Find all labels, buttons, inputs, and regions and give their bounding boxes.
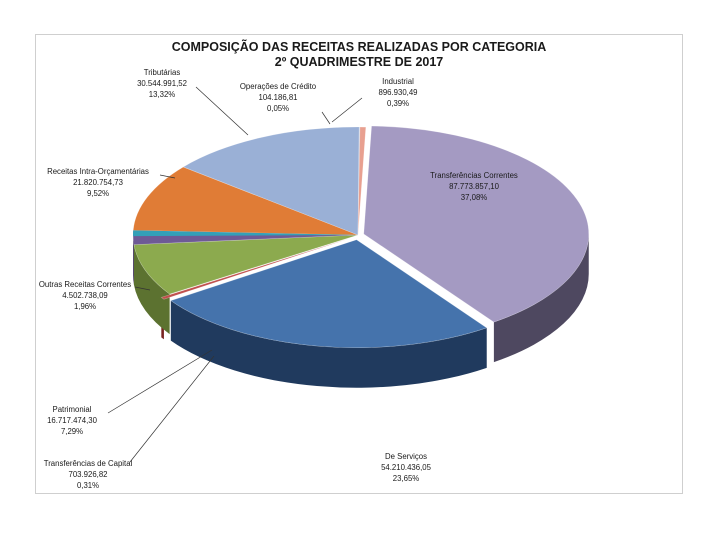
pie-slice-opera-es-de-cr-dito [357, 126, 361, 236]
data-label-opera-es-de-cr-dito-name: Operações de Crédito [240, 82, 317, 91]
chart-title-line2: 2º QUADRIMESTRE DE 2017 [274, 55, 444, 69]
data-label-industrial-name: Industrial [382, 77, 414, 86]
data-label-outras-receitas-correntes-value: 4.502.738,09 [62, 291, 108, 300]
pie-top-faces [132, 125, 590, 349]
data-label-outras-receitas-correntes-name: Outras Receitas Correntes [39, 280, 131, 289]
pie-slice-teal-accent [133, 230, 358, 237]
pie-labels: Transferências Correntes 87.773.857,10 37,… [39, 68, 518, 490]
data-label-opera-es-de-cr-dito-percent: 0,05% [267, 104, 289, 113]
pie-side-patrimonial [133, 244, 170, 335]
data-label-tribut-rias-name: Tributárias [144, 68, 181, 77]
leader-line-opera-es-de-cr-dito [321, 111, 331, 125]
pie-side-outras-receitas-correntes [133, 235, 134, 285]
leader-line-receitas-intra-or-ament-rias [159, 174, 176, 179]
data-label-transfer-ncias-correntes-value: 87.773.857,10 [449, 182, 500, 191]
data-label-industrial-value: 896.930,49 [378, 88, 417, 97]
data-label-de-servi-os-value: 54.210.436,05 [381, 463, 432, 472]
data-label-de-servi-os-percent: 23,65% [393, 474, 420, 483]
pie-side-walls [133, 233, 589, 388]
pie-slice-transfer-ncias-de-capital [160, 238, 350, 300]
leader-line-transfer-ncias-de-capital [129, 355, 215, 463]
data-label-transfer-ncias-correntes-name: Transferências Correntes [430, 171, 518, 180]
chart-title: COMPOSIÇÃO DAS RECEITAS REALIZADAS POR C… [36, 40, 682, 70]
pie-slice-de-servi-os [170, 239, 488, 349]
data-label-transfer-ncias-correntes-percent: 37,08% [461, 193, 488, 202]
leader-line-industrial [331, 97, 363, 123]
pie-slice-industrial [357, 126, 367, 236]
leader-line-outras-receitas-correntes [134, 286, 151, 291]
data-label-outras-receitas-correntes-percent: 1,96% [74, 302, 96, 311]
data-label-industrial-percent: 0,39% [387, 99, 409, 108]
leader-line-patrimonial [107, 349, 213, 414]
pie-side-de-servi-os [170, 300, 487, 388]
data-label-transfer-ncias-de-capital-percent: 0,31% [77, 481, 99, 490]
data-label-tribut-rias-value: 30.544.991,52 [137, 79, 187, 88]
pie-slice-transfer-ncias-correntes [363, 125, 590, 323]
chart-title-line1: COMPOSIÇÃO DAS RECEITAS REALIZADAS POR C… [171, 40, 547, 54]
data-label-transfer-ncias-de-capital-name: Transferências de Capital [44, 459, 133, 468]
data-label-patrimonial-value: 16.717.474,30 [47, 416, 98, 425]
pie-side-transfer-ncias-correntes [493, 233, 589, 363]
data-label-receitas-intra-or-ament-rias-name: Receitas Intra-Orçamentárias [47, 167, 149, 176]
leader-line-tribut-rias [195, 86, 249, 136]
data-label-patrimonial-name: Patrimonial [53, 405, 92, 414]
data-label-patrimonial-percent: 7,29% [61, 427, 83, 436]
data-label-receitas-intra-or-ament-rias-value: 21.820.754,73 [73, 178, 123, 187]
data-label-transfer-ncias-de-capital-value: 703.926,82 [68, 470, 107, 479]
data-label-opera-es-de-cr-dito-value: 104.186,81 [258, 93, 297, 102]
data-label-de-servi-os-name: De Serviços [385, 452, 427, 461]
pie-slice-receitas-intra-or-ament-rias [132, 166, 359, 236]
pie-slice-patrimonial [133, 234, 359, 295]
data-label-tribut-rias-percent: 13,32% [149, 90, 176, 99]
data-label-receitas-intra-or-ament-rias-percent: 9,52% [87, 189, 109, 198]
pie-slice-tribut-rias [182, 126, 360, 236]
